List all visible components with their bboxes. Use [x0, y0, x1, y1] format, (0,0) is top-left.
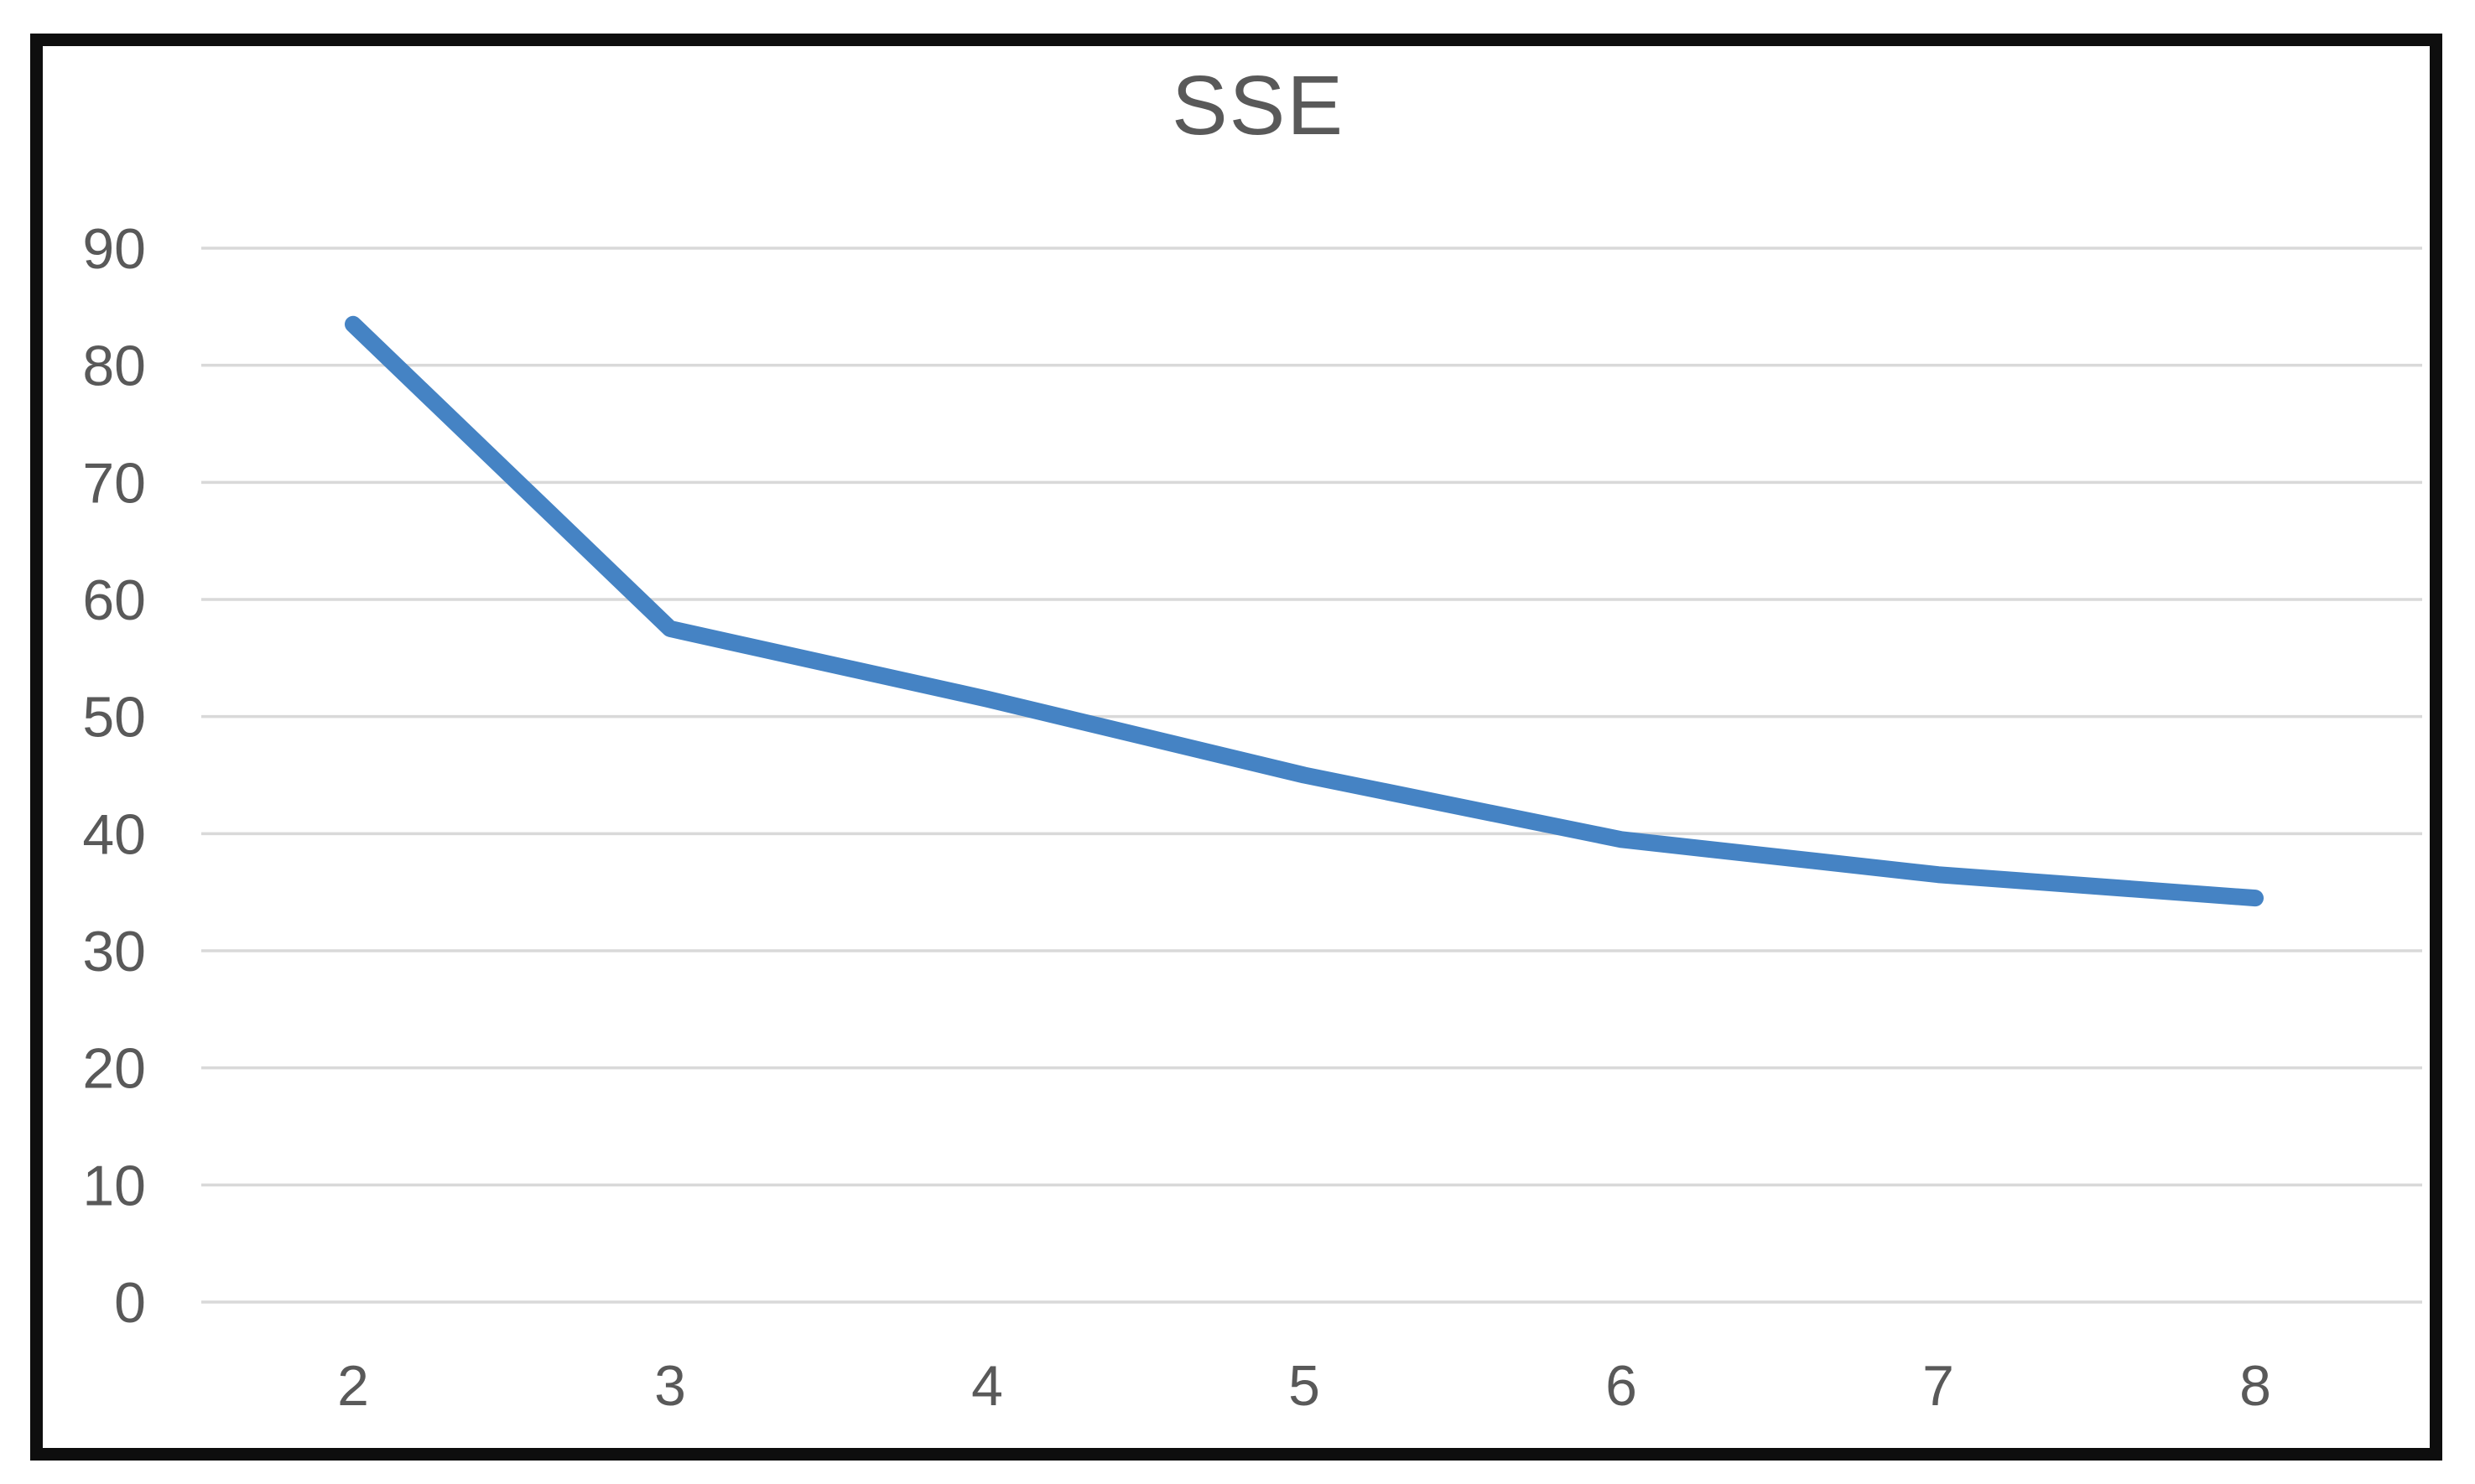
y-tick-label-40: 40 [82, 802, 146, 866]
x-tick-label-5: 5 [1288, 1354, 1320, 1418]
x-tick-label-7: 7 [1922, 1354, 1954, 1418]
chart-title: SSE [1171, 59, 1345, 153]
y-tick-label-60: 60 [82, 568, 146, 632]
y-tick-label-30: 30 [82, 920, 146, 983]
y-tick-label-70: 70 [82, 451, 146, 515]
chart-frame [30, 34, 2442, 1461]
x-tick-label-3: 3 [654, 1354, 686, 1418]
x-tick-label-2: 2 [337, 1354, 369, 1418]
x-tick-label-8: 8 [2239, 1354, 2271, 1418]
x-tick-label-6: 6 [1605, 1354, 1637, 1418]
x-tick-label-4: 4 [971, 1354, 1003, 1418]
y-tick-label-10: 10 [82, 1154, 146, 1217]
y-tick-label-80: 80 [82, 335, 146, 398]
y-tick-label-20: 20 [82, 1037, 146, 1101]
y-tick-label-50: 50 [82, 686, 146, 750]
y-tick-label-90: 90 [82, 217, 146, 281]
y-tick-label-0: 0 [114, 1271, 146, 1335]
series-line-sse [345, 315, 2264, 907]
